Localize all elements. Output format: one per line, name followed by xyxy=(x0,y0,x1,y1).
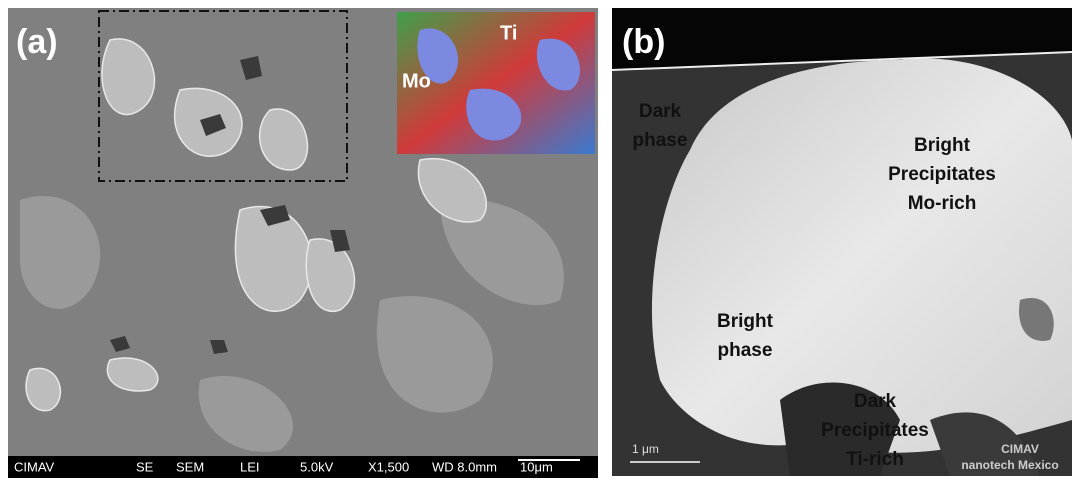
annotation: Precipitates xyxy=(821,420,929,441)
inset-label: Ti xyxy=(500,22,517,44)
watermark: nanotech Mexico xyxy=(961,458,1058,472)
watermark: CIMAV xyxy=(1001,442,1039,456)
panel-label: (a) xyxy=(16,23,58,61)
info-text: SE xyxy=(136,459,154,474)
info-text: 10μm xyxy=(520,459,553,474)
figure: (a) Mo Ti CIMAV SE SEM LEI 5.0kV X1,500 WD 8.0… xyxy=(0,0,1077,481)
page: (a) Mo Ti CIMAV SE SEM LEI 5.0kV X1,500 WD 8.0… xyxy=(0,0,1077,486)
info-text: WD 8.0mm xyxy=(432,459,497,474)
panel-b: (b) Dark phase Bright Precipitates Mo-rich Br… xyxy=(612,8,1072,476)
inset-label: Mo xyxy=(402,70,431,92)
info-text: 5.0kV xyxy=(300,459,334,474)
panel-label: (b) xyxy=(622,23,665,61)
annotation: Mo-rich xyxy=(908,193,977,214)
info-text: X1,500 xyxy=(368,459,409,474)
annotation: Bright xyxy=(914,135,971,156)
info-text: LEI xyxy=(240,459,260,474)
annotation: Precipitates xyxy=(888,164,996,185)
annotation: Ti-rich xyxy=(846,449,904,470)
info-text: CIMAV xyxy=(14,459,55,474)
panel-a: (a) Mo Ti CIMAV SE SEM LEI 5.0kV X1,500 WD 8.0… xyxy=(8,8,598,478)
annotation: phase xyxy=(718,340,773,361)
info-text: SEM xyxy=(176,459,204,474)
annotation: Dark xyxy=(639,101,682,122)
annotation: Bright xyxy=(717,311,774,332)
annotation: Dark xyxy=(854,391,897,412)
annotation: phase xyxy=(633,130,688,151)
scale-label: 1 μm xyxy=(632,442,659,456)
